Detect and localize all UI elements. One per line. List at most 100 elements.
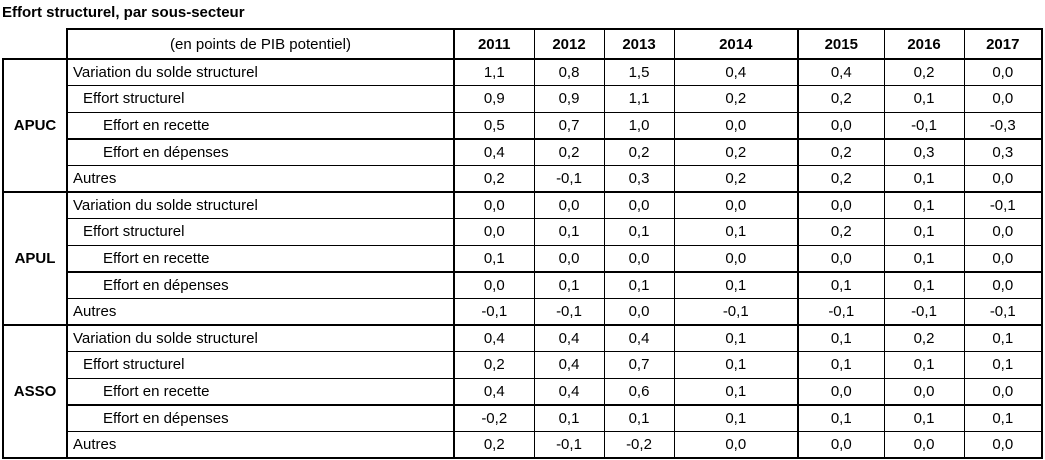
value-cell: -0,1: [963, 191, 1043, 220]
value-cell: 1,0: [603, 112, 674, 140]
value-cell: 0,1: [797, 324, 884, 353]
table-row: Effort en recette 0,5 0,7 1,0 0,0 0,0 -0,1 -0,3: [3, 112, 1043, 140]
value-cell: -0,1: [673, 298, 798, 326]
value-cell: 0,0: [797, 431, 884, 459]
value-cell: -0,1: [883, 112, 964, 140]
table-row: Effort en dépenses 0,4 0,2 0,2 0,2 0,2 0,3 0,3: [3, 138, 1043, 166]
value-cell: 0,1: [797, 404, 884, 432]
row-label-cell: Effort structurel: [67, 218, 455, 246]
value-cell: 0,2: [533, 138, 604, 166]
year-header: 2011: [453, 28, 534, 60]
value-cell: 0,1: [797, 351, 884, 379]
row-label-cell: Effort structurel: [67, 351, 455, 379]
table-row: Effort structurel 0,0 0,1 0,1 0,1 0,2 0,1 0,0: [3, 218, 1043, 246]
table-row: Effort en recette 0,1 0,0 0,0 0,0 0,0 0,1 0,0: [3, 245, 1043, 273]
value-cell: 0,2: [797, 138, 884, 166]
value-cell: -0,1: [533, 298, 604, 326]
value-cell: 0,1: [883, 351, 964, 379]
value-cell: 0,1: [883, 85, 964, 113]
value-cell: 0,1: [797, 271, 884, 299]
row-label-cell: Variation du solde structurel: [67, 59, 455, 87]
value-cell: 0,1: [963, 324, 1043, 353]
value-cell: 0,0: [673, 112, 798, 140]
row-label-cell: Effort en recette: [67, 245, 455, 273]
value-cell: 0,0: [963, 165, 1043, 193]
value-cell: 0,9: [533, 85, 604, 113]
year-header: 2016: [883, 28, 964, 60]
value-cell: 0,1: [533, 218, 604, 246]
value-cell: 0,1: [883, 165, 964, 193]
value-cell: 0,0: [603, 298, 674, 326]
value-cell: 0,0: [533, 245, 604, 273]
value-cell: 0,1: [533, 271, 604, 299]
value-cell: -0,1: [797, 298, 884, 326]
row-label-cell: Autres: [67, 298, 455, 326]
value-cell: 0,1: [673, 378, 798, 406]
value-cell: 0,0: [673, 191, 798, 220]
value-cell: 0,1: [603, 404, 674, 432]
value-cell: 0,0: [603, 191, 674, 220]
row-label-cell: Effort structurel: [67, 85, 455, 113]
value-cell: 0,2: [603, 138, 674, 166]
table-row: Autres 0,2 -0,1 0,3 0,2 0,2 0,1 0,0: [3, 165, 1043, 193]
sector-cell: APUC: [2, 58, 68, 193]
value-cell: 0,2: [883, 59, 964, 87]
value-cell: 0,3: [963, 138, 1043, 166]
value-cell: -0,1: [533, 165, 604, 193]
value-cell: 0,1: [883, 245, 964, 273]
year-header: 2014: [673, 28, 798, 60]
value-cell: 0,1: [963, 351, 1043, 379]
value-cell: 0,1: [883, 271, 964, 299]
effort-structurel-table: (en points de PIB potentiel) 2011 2012 201…: [2, 28, 1043, 459]
table-row: Autres 0,2 -0,1 -0,2 0,0 0,0 0,0 0,0: [3, 431, 1043, 459]
value-cell: 0,1: [673, 324, 798, 353]
value-cell: 0,1: [883, 218, 964, 246]
value-cell: 0,2: [453, 351, 534, 379]
table-row: Effort en recette 0,4 0,4 0,6 0,1 0,0 0,0 0,0: [3, 378, 1043, 406]
value-cell: -0,1: [963, 298, 1043, 326]
value-cell: 0,0: [963, 218, 1043, 246]
value-cell: 0,0: [963, 85, 1043, 113]
value-cell: 0,1: [533, 404, 604, 432]
value-cell: 0,4: [533, 378, 604, 406]
table-row: APUC Variation du solde structurel 1,1 0,8 1…: [2, 58, 1043, 193]
value-cell: 0,1: [963, 404, 1043, 432]
value-cell: 0,9: [453, 85, 534, 113]
value-cell: 0,0: [963, 59, 1043, 87]
value-cell: 0,0: [603, 245, 674, 273]
value-cell: 0,0: [453, 191, 534, 220]
corner-cell: [3, 29, 67, 59]
table-row: Effort en dépenses 0,0 0,1 0,1 0,1 0,1 0,1 0,0: [3, 271, 1043, 299]
value-cell: 0,1: [883, 191, 964, 220]
value-cell: 0,0: [963, 271, 1043, 299]
value-cell: 0,4: [453, 378, 534, 406]
value-cell: -0,2: [603, 431, 674, 459]
sector-cell: ASSO: [2, 323, 68, 459]
value-cell: 0,0: [963, 431, 1043, 459]
value-cell: 1,5: [603, 59, 674, 87]
value-cell: 0,2: [453, 165, 534, 193]
value-cell: 0,0: [533, 191, 604, 220]
value-cell: 0,1: [603, 218, 674, 246]
row-label-cell: Effort en recette: [67, 112, 455, 140]
row-label-cell: Effort en dépenses: [67, 271, 455, 299]
row-label-cell: Effort en recette: [67, 378, 455, 406]
value-cell: 0,0: [673, 245, 798, 273]
value-cell: 0,0: [797, 191, 884, 220]
value-cell: 0,4: [603, 324, 674, 353]
value-cell: 0,1: [673, 351, 798, 379]
header-row: (en points de PIB potentiel) 2011 2012 201…: [3, 28, 1043, 60]
value-cell: 0,4: [673, 59, 798, 87]
value-cell: 0,0: [797, 245, 884, 273]
value-cell: 0,4: [533, 324, 604, 353]
year-header: 2012: [533, 28, 604, 60]
value-cell: 0,4: [533, 351, 604, 379]
value-cell: 0,3: [603, 165, 674, 193]
table-row: APUL Variation du solde structurel 0,0 0,0 0…: [2, 190, 1043, 326]
value-cell: 0,1: [673, 271, 798, 299]
value-cell: 1,1: [453, 59, 534, 87]
value-cell: 0,4: [453, 324, 534, 353]
value-cell: 0,2: [673, 165, 798, 193]
value-cell: 0,0: [453, 218, 534, 246]
value-cell: 0,1: [883, 404, 964, 432]
